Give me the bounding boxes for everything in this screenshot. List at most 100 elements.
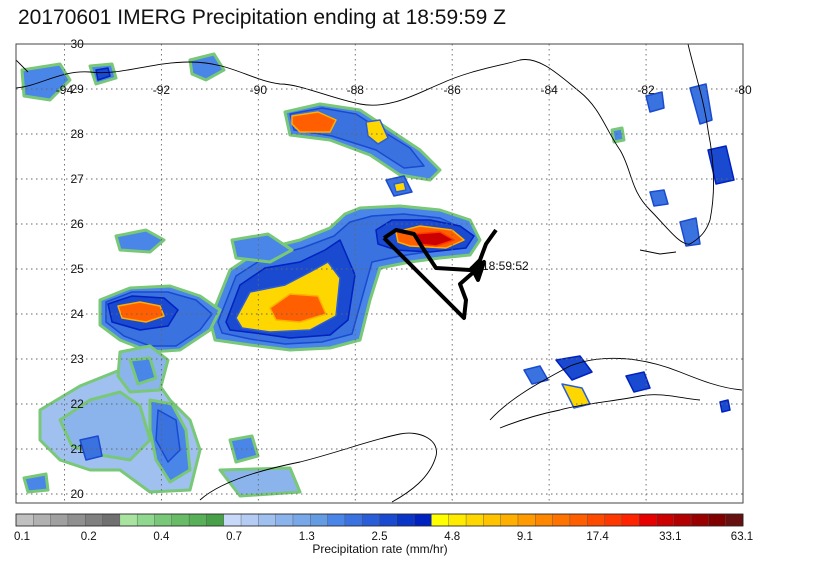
track-end-arrow bbox=[470, 260, 486, 282]
longitude-label: -88 bbox=[347, 83, 365, 97]
colorbar-swatch bbox=[500, 513, 519, 527]
colorbar-swatch bbox=[240, 513, 259, 527]
latitude-label: 21 bbox=[70, 442, 84, 456]
colorbar-frame bbox=[15, 513, 744, 527]
cuba-coast bbox=[489, 357, 743, 429]
colorbar-swatch bbox=[535, 513, 554, 527]
colorbar-swatch bbox=[33, 513, 52, 527]
rain-cell bbox=[679, 217, 701, 247]
colorbar-swatch bbox=[638, 513, 657, 527]
colorbar-tick-label: 33.1 bbox=[659, 531, 681, 543]
colorbar-tick-labels: 0.1 0.2 0.4 0.7 1.3 2.5 4.8 9.1 17.4 33.1 63.1 bbox=[14, 531, 753, 543]
longitude-label: -80 bbox=[734, 83, 752, 97]
latitude-label: 24 bbox=[70, 307, 84, 321]
track-time-label: 18:59:52 bbox=[482, 259, 529, 273]
rain-cell bbox=[218, 466, 302, 498]
latitude-labels: 30 29 28 27 26 25 24 23 22 21 20 bbox=[70, 37, 84, 501]
colorbar-swatch bbox=[292, 513, 311, 527]
rain-cell bbox=[719, 399, 731, 413]
rain-cell bbox=[128, 356, 158, 386]
rain-cell bbox=[22, 472, 50, 494]
colorbar-swatch bbox=[604, 513, 623, 527]
latitude-label: 22 bbox=[70, 397, 84, 411]
colorbar-swatch bbox=[708, 513, 727, 527]
rain-cell bbox=[610, 126, 626, 144]
rain-cell-core bbox=[291, 111, 337, 133]
colorbar-swatch bbox=[569, 513, 588, 527]
colorbar-swatch bbox=[413, 513, 432, 527]
colorbar-swatch bbox=[690, 513, 709, 527]
colorbar-swatch bbox=[102, 513, 121, 527]
colorbar-tick-label: 0.7 bbox=[226, 531, 242, 543]
latitude-label: 20 bbox=[70, 487, 84, 501]
colorbar-swatch bbox=[327, 513, 346, 527]
colorbar-tick-label: 0.2 bbox=[81, 531, 97, 543]
colorbar-swatch bbox=[517, 513, 536, 527]
longitude-label: -94 bbox=[56, 83, 74, 97]
colorbar-swatch bbox=[119, 513, 138, 527]
colorbar-swatch bbox=[587, 513, 606, 527]
colorbar-swatch bbox=[379, 513, 398, 527]
longitude-label: -84 bbox=[540, 83, 558, 97]
track-path bbox=[382, 228, 498, 320]
rain-cell bbox=[228, 434, 260, 464]
rain-cell bbox=[188, 52, 226, 82]
colorbar-swatch bbox=[344, 513, 363, 527]
longitude-label: -82 bbox=[637, 83, 655, 97]
colorbar-swatch bbox=[223, 513, 242, 527]
colorbar-swatch bbox=[552, 513, 571, 527]
rain-cell bbox=[365, 119, 389, 145]
colorbar-swatch bbox=[275, 513, 294, 527]
colorbar-swatch bbox=[431, 513, 450, 527]
latitude-label: 25 bbox=[70, 262, 84, 276]
colorbar-swatch bbox=[361, 513, 381, 527]
colorbar-tick-label: 0.1 bbox=[14, 531, 30, 543]
latitude-label: 27 bbox=[70, 172, 84, 186]
rain-cell bbox=[20, 62, 72, 102]
coastlines bbox=[16, 44, 743, 503]
colorbar-swatch bbox=[206, 513, 225, 527]
latitude-label: 28 bbox=[70, 127, 84, 141]
colorbar-swatch bbox=[154, 513, 173, 527]
colorbar-swatch bbox=[621, 513, 640, 527]
colorbar-tick-label: 4.8 bbox=[444, 531, 460, 543]
colorbar-swatch bbox=[171, 513, 190, 527]
yucatan-coast bbox=[199, 432, 437, 503]
latitude-label: 23 bbox=[70, 352, 84, 366]
colorbar-swatch bbox=[50, 513, 69, 527]
colorbar-swatch bbox=[85, 513, 104, 527]
colorbar-swatch bbox=[310, 513, 329, 527]
colorbar-swatch bbox=[188, 513, 207, 527]
rain-cell bbox=[114, 228, 166, 254]
colorbar-swatch bbox=[258, 513, 277, 527]
colorbar-swatch bbox=[136, 513, 155, 527]
map-frame bbox=[15, 43, 744, 504]
colorbar-swatches bbox=[15, 513, 744, 527]
colorbar-swatch bbox=[15, 513, 34, 527]
rain-cell bbox=[230, 232, 294, 264]
gulf-coast-north bbox=[16, 44, 715, 245]
colorbar-swatch bbox=[465, 513, 484, 527]
colorbar-swatch bbox=[483, 513, 502, 527]
colorbar-swatch bbox=[396, 513, 415, 527]
colorbar-tick-label: 17.4 bbox=[586, 531, 609, 543]
colorbar-swatch bbox=[725, 513, 744, 527]
colorbar-tick-label: 9.1 bbox=[517, 531, 533, 543]
rain-cell bbox=[649, 189, 669, 207]
colorbar-swatch bbox=[673, 513, 692, 527]
rain-cell bbox=[625, 371, 651, 393]
colorbar-swatch bbox=[67, 513, 86, 527]
longitude-label: -92 bbox=[153, 83, 171, 97]
latitude-label: 30 bbox=[70, 37, 84, 51]
longitude-label: -90 bbox=[250, 83, 268, 97]
longitude-label: -86 bbox=[444, 83, 462, 97]
rain-cell bbox=[393, 181, 407, 193]
rain-cell bbox=[645, 91, 665, 113]
latitude-label: 26 bbox=[70, 217, 84, 231]
colorbar-tick-label: 2.5 bbox=[372, 531, 388, 543]
longitude-labels: -94 -92 -90 -88 -86 -84 -82 -80 bbox=[56, 83, 752, 97]
colorbar-tick-label: 0.4 bbox=[153, 531, 170, 543]
map-title: 20170601 IMERG Precipitation ending at 1… bbox=[18, 6, 506, 29]
colorbar-tick-label: 1.3 bbox=[299, 531, 315, 543]
